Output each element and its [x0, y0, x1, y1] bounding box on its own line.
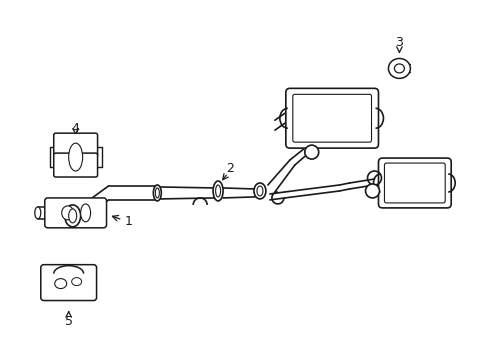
- Text: 2: 2: [225, 162, 234, 175]
- FancyBboxPatch shape: [292, 94, 371, 142]
- FancyBboxPatch shape: [378, 158, 450, 208]
- Text: 3: 3: [395, 36, 403, 49]
- Ellipse shape: [155, 188, 159, 198]
- Ellipse shape: [213, 181, 223, 201]
- Ellipse shape: [387, 58, 409, 78]
- Text: 4: 4: [72, 122, 80, 135]
- Text: 5: 5: [64, 315, 73, 328]
- FancyBboxPatch shape: [384, 163, 444, 203]
- Ellipse shape: [81, 204, 90, 222]
- Ellipse shape: [215, 185, 220, 197]
- Ellipse shape: [153, 185, 161, 201]
- Ellipse shape: [61, 206, 74, 220]
- Ellipse shape: [55, 279, 66, 289]
- Text: 1: 1: [124, 215, 132, 228]
- FancyBboxPatch shape: [41, 265, 96, 301]
- FancyBboxPatch shape: [45, 198, 106, 228]
- Ellipse shape: [35, 207, 41, 219]
- Ellipse shape: [68, 143, 82, 171]
- Ellipse shape: [72, 278, 81, 285]
- Ellipse shape: [256, 186, 263, 196]
- Circle shape: [365, 184, 379, 198]
- FancyBboxPatch shape: [285, 88, 378, 148]
- FancyBboxPatch shape: [54, 153, 98, 177]
- Ellipse shape: [68, 209, 77, 223]
- Ellipse shape: [253, 183, 265, 199]
- Ellipse shape: [64, 205, 81, 227]
- Circle shape: [304, 145, 318, 159]
- FancyBboxPatch shape: [54, 133, 98, 157]
- Ellipse shape: [394, 64, 404, 73]
